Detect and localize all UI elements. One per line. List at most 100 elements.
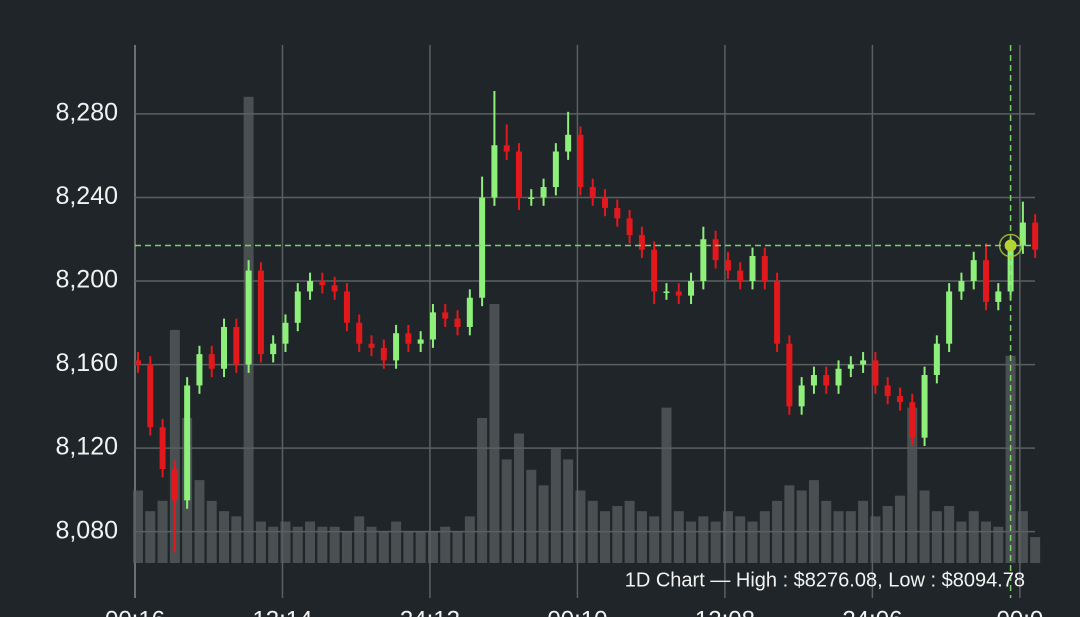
candle-body <box>983 260 990 302</box>
candle-body <box>356 322 363 344</box>
candle-body <box>343 291 350 323</box>
candle-body <box>958 281 965 292</box>
candle-body <box>380 347 387 361</box>
volume-bar <box>686 521 697 563</box>
y-tick-label: 8,160 <box>55 349 118 377</box>
candle-body <box>196 354 203 386</box>
x-tick-label: 24:06 <box>842 606 902 617</box>
candle-body <box>970 260 977 282</box>
candle-body <box>872 360 879 386</box>
volume-bar <box>612 506 623 563</box>
candle-body <box>737 270 744 282</box>
candle-body <box>171 469 178 501</box>
volume-bar <box>981 521 992 563</box>
candle-body <box>515 151 522 198</box>
volume-bar <box>415 531 426 563</box>
volume-bar <box>427 531 438 563</box>
volume-bar <box>305 521 316 563</box>
volume-bar <box>931 511 942 563</box>
candle-body <box>761 255 768 282</box>
candle-body <box>946 291 953 344</box>
x-tick-label: 00:16 <box>105 606 165 617</box>
volume-bar <box>600 511 611 563</box>
candle-body <box>208 354 215 369</box>
annotation: 1D Chart — High : $8276.08, Low : $8094.… <box>625 569 1025 591</box>
candle-body <box>749 255 756 282</box>
y-tick-label: 8,280 <box>55 99 118 127</box>
candle-body <box>479 197 486 298</box>
volume-bar <box>219 511 230 563</box>
volume-bar <box>489 304 500 563</box>
candle-body <box>651 249 658 292</box>
candle-body <box>257 270 264 355</box>
volume-bar <box>526 469 537 563</box>
candle-body <box>774 281 781 344</box>
candle-body <box>786 343 793 407</box>
candles <box>135 90 1039 553</box>
candle-body <box>1019 222 1026 246</box>
candle-body <box>307 281 314 292</box>
candle-body <box>245 270 252 365</box>
candle-body <box>638 235 645 250</box>
volume-bar <box>858 500 869 563</box>
volume-bar <box>882 506 893 563</box>
candle-body <box>282 322 289 344</box>
candle-body <box>589 187 596 198</box>
candle-body <box>540 187 547 198</box>
crosshair-dot <box>1004 239 1017 252</box>
volume-bar <box>772 500 783 563</box>
volume-bar <box>538 485 549 563</box>
volume-bar <box>956 521 967 563</box>
candle-body <box>331 285 338 292</box>
volume-bar <box>194 480 205 563</box>
volume-bar <box>919 490 930 563</box>
volume-bar <box>157 500 168 563</box>
candle-body <box>159 427 166 470</box>
candle-body <box>270 343 277 355</box>
volume-bar <box>255 521 266 563</box>
candle-body <box>565 134 572 152</box>
volume-bar <box>477 417 488 563</box>
volume-bar <box>636 511 647 563</box>
volume-bar <box>944 506 955 563</box>
candle-body <box>221 326 228 369</box>
x-tick-label: 12:08 <box>695 606 755 617</box>
candle-body <box>798 385 805 407</box>
candle-body <box>417 339 424 344</box>
candle-body <box>429 312 436 340</box>
volume-bar <box>1030 537 1041 563</box>
x-tick-label: 12:14 <box>252 606 312 617</box>
candle-body <box>602 197 609 208</box>
volume-bar <box>759 511 770 563</box>
candle-body <box>663 291 670 293</box>
volume-bar <box>907 407 918 563</box>
candle-body <box>712 239 719 261</box>
candle-body <box>909 402 916 438</box>
candle-body <box>454 318 461 327</box>
volume-bar <box>833 511 844 563</box>
volume-bar <box>649 516 660 563</box>
y-tick-label: 8,080 <box>55 516 118 544</box>
candle-body <box>700 239 707 282</box>
volume-bar <box>673 511 684 563</box>
candle-body <box>995 291 1002 302</box>
crosshair-ring <box>998 233 1023 258</box>
volume-bar <box>563 459 574 563</box>
candle-body <box>860 360 867 365</box>
candle-body <box>319 281 326 286</box>
candle-body <box>466 297 473 327</box>
candle-body <box>528 197 535 199</box>
volume-bar <box>587 500 598 563</box>
candle-body <box>688 281 695 296</box>
candle-body <box>405 333 412 344</box>
volume-bar <box>575 490 586 563</box>
volume-bar <box>513 433 524 563</box>
candle-body <box>884 385 891 396</box>
volume-bar <box>845 511 856 563</box>
volume-bar <box>391 521 402 563</box>
volume-bar <box>341 531 352 563</box>
volume-bar <box>206 500 217 563</box>
volume-bar <box>145 511 156 563</box>
